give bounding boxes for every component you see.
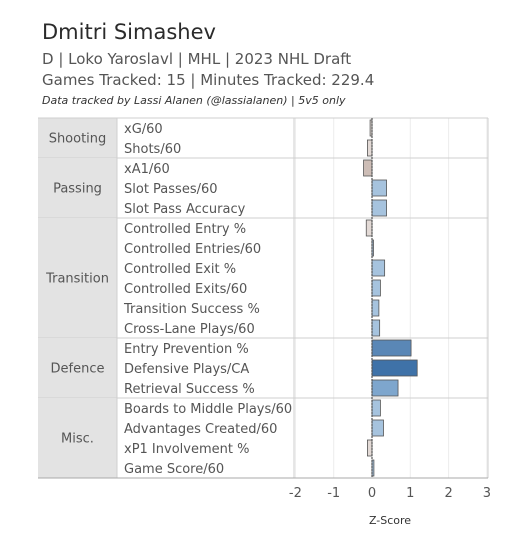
metric-label: Entry Prevention % <box>124 342 249 357</box>
x-tick-label: 2 <box>444 486 452 501</box>
metric-label: Advantages Created/60 <box>124 422 277 437</box>
chart-title: Dmitri Simashev <box>42 20 216 44</box>
group-cell <box>38 218 117 338</box>
metric-label: Boards to Middle Plays/60 <box>124 402 292 417</box>
metric-label: Transition Success % <box>123 302 260 317</box>
x-tick-label: -1 <box>327 486 340 501</box>
bar <box>371 319 381 337</box>
metric-label: xG/60 <box>124 122 163 137</box>
x-tick-label: 1 <box>406 486 414 501</box>
metric-label: Controlled Entries/60 <box>124 242 261 257</box>
group-label: Defence <box>51 362 105 377</box>
group-label: Misc. <box>61 432 94 447</box>
bar <box>371 399 381 417</box>
bar <box>371 279 381 297</box>
bar <box>371 359 418 377</box>
metric-label: Retrieval Success % <box>124 382 255 397</box>
x-tick-label: -2 <box>289 486 302 501</box>
bar <box>371 199 387 217</box>
bar <box>371 259 386 277</box>
group-label: Transition <box>45 272 109 287</box>
group-cell <box>38 118 117 158</box>
group-cell <box>38 398 117 478</box>
metric-label: Controlled Entry % <box>124 222 246 237</box>
player-info: D | Loko Yaroslavl | MHL | 2023 NHL Draf… <box>42 50 352 68</box>
metric-label: xP1 Involvement % <box>124 442 249 457</box>
metric-label: Game Score/60 <box>124 462 224 477</box>
metric-label: Cross-Lane Plays/60 <box>124 322 255 337</box>
x-tick-label: 0 <box>368 486 376 501</box>
bar <box>365 219 373 237</box>
tracking-summary: Games Tracked: 15 | Minutes Tracked: 229… <box>42 71 375 89</box>
metric-label: Controlled Exits/60 <box>124 282 247 297</box>
metric-label: Shots/60 <box>124 142 181 157</box>
bar <box>371 299 380 317</box>
x-axis-label: Z-Score <box>369 514 411 527</box>
bar <box>363 159 373 177</box>
metric-label: Controlled Exit % <box>124 262 236 277</box>
bar <box>367 139 373 157</box>
metric-label: Defensive Plays/CA <box>124 362 249 377</box>
x-tick-label: 3 <box>483 486 491 501</box>
group-label: Shooting <box>49 132 107 147</box>
metric-label: xA1/60 <box>124 162 170 177</box>
bar <box>371 179 387 197</box>
group-cell <box>38 158 117 218</box>
metric-label: Slot Pass Accuracy <box>124 202 246 217</box>
group-label: Passing <box>53 182 102 197</box>
metric-label: Slot Passes/60 <box>124 182 218 197</box>
group-cell <box>38 338 117 398</box>
bar <box>371 339 412 357</box>
bar <box>371 379 399 397</box>
bar <box>367 439 373 457</box>
data-credit: Data tracked by Lassi Alanen (@lassialan… <box>42 94 346 107</box>
bar <box>371 419 384 437</box>
